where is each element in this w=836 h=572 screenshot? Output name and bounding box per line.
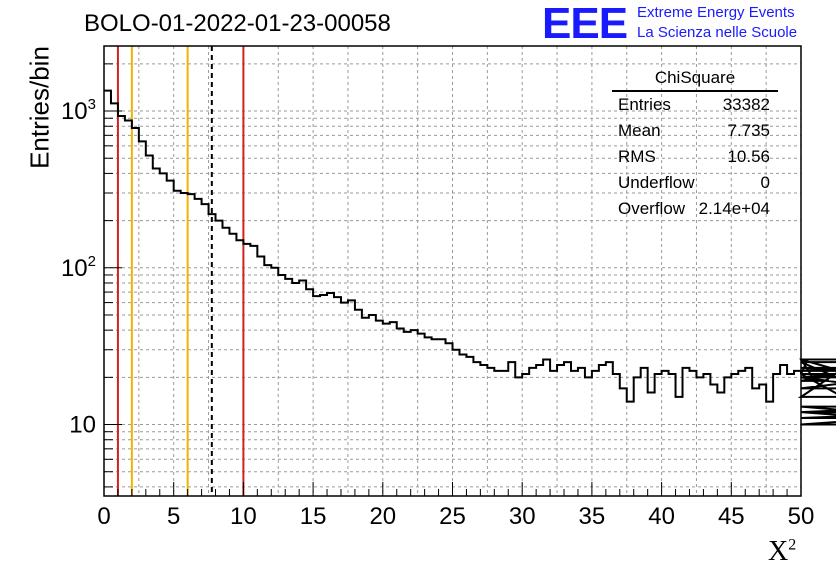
axis-ticks: 0 5 10 15 20 25 30 35 40 45 50 10 102 103 <box>61 63 815 530</box>
stats-value: 7.735 <box>727 121 770 140</box>
stats-title: ChiSquare <box>612 66 778 92</box>
stats-row-overflow: Overflow 2.14e+04 <box>612 196 778 222</box>
stats-key: Entries <box>618 95 671 114</box>
x-tick-label: 25 <box>439 503 466 530</box>
stats-key: Underflow <box>618 173 695 192</box>
histogram-step-line <box>104 89 836 426</box>
x-tick-label: 30 <box>509 503 536 530</box>
x-axis-label: X2 <box>768 536 796 568</box>
logo-line-2: La Scienza nelle Scuole <box>637 24 798 41</box>
x-tick-label: 45 <box>718 503 745 530</box>
x-tick-label: 0 <box>97 503 110 530</box>
y-axis-label: Entries/bin <box>24 46 55 169</box>
stats-value: 33382 <box>722 95 770 114</box>
y-tick-label: 102 <box>61 253 96 282</box>
x-tick-label: 40 <box>648 503 675 530</box>
x-tick-label: 15 <box>300 503 327 530</box>
stats-box: ChiSquare Entries 33382 Mean 7.735 RMS 1… <box>612 66 778 222</box>
grid-layer <box>104 46 801 496</box>
stats-value: 10.56 <box>727 147 770 166</box>
chart-title: BOLO-01-2022-01-23-00058 <box>84 10 391 37</box>
stats-row-mean: Mean 7.735 <box>612 118 778 144</box>
x-tick-label: 20 <box>369 503 396 530</box>
x-tick-label: 35 <box>579 503 606 530</box>
stats-key: Mean <box>618 121 661 140</box>
x-tick-label: 50 <box>788 503 815 530</box>
logo-line-1: Extreme Energy Events <box>637 4 795 21</box>
y-tick-label: 103 <box>61 96 96 125</box>
x-axis-label-superscript: 2 <box>788 536 797 554</box>
stats-value: 2.14e+04 <box>698 199 770 218</box>
stats-row-rms: RMS 10.56 <box>612 144 778 170</box>
eee-logo: EEE <box>542 0 628 48</box>
x-tick-label: 5 <box>167 503 180 530</box>
x-axis-label-base: X <box>768 536 789 567</box>
x-tick-label: 10 <box>230 503 257 530</box>
stats-row-underflow: Underflow 0 <box>612 170 778 196</box>
y-tick-label: 10 <box>69 412 96 439</box>
stats-key: RMS <box>618 147 656 166</box>
stats-key: Overflow <box>618 199 686 218</box>
stats-row-entries: Entries 33382 <box>612 92 778 118</box>
reference-lines <box>116 46 245 496</box>
stats-value: 0 <box>760 173 770 192</box>
